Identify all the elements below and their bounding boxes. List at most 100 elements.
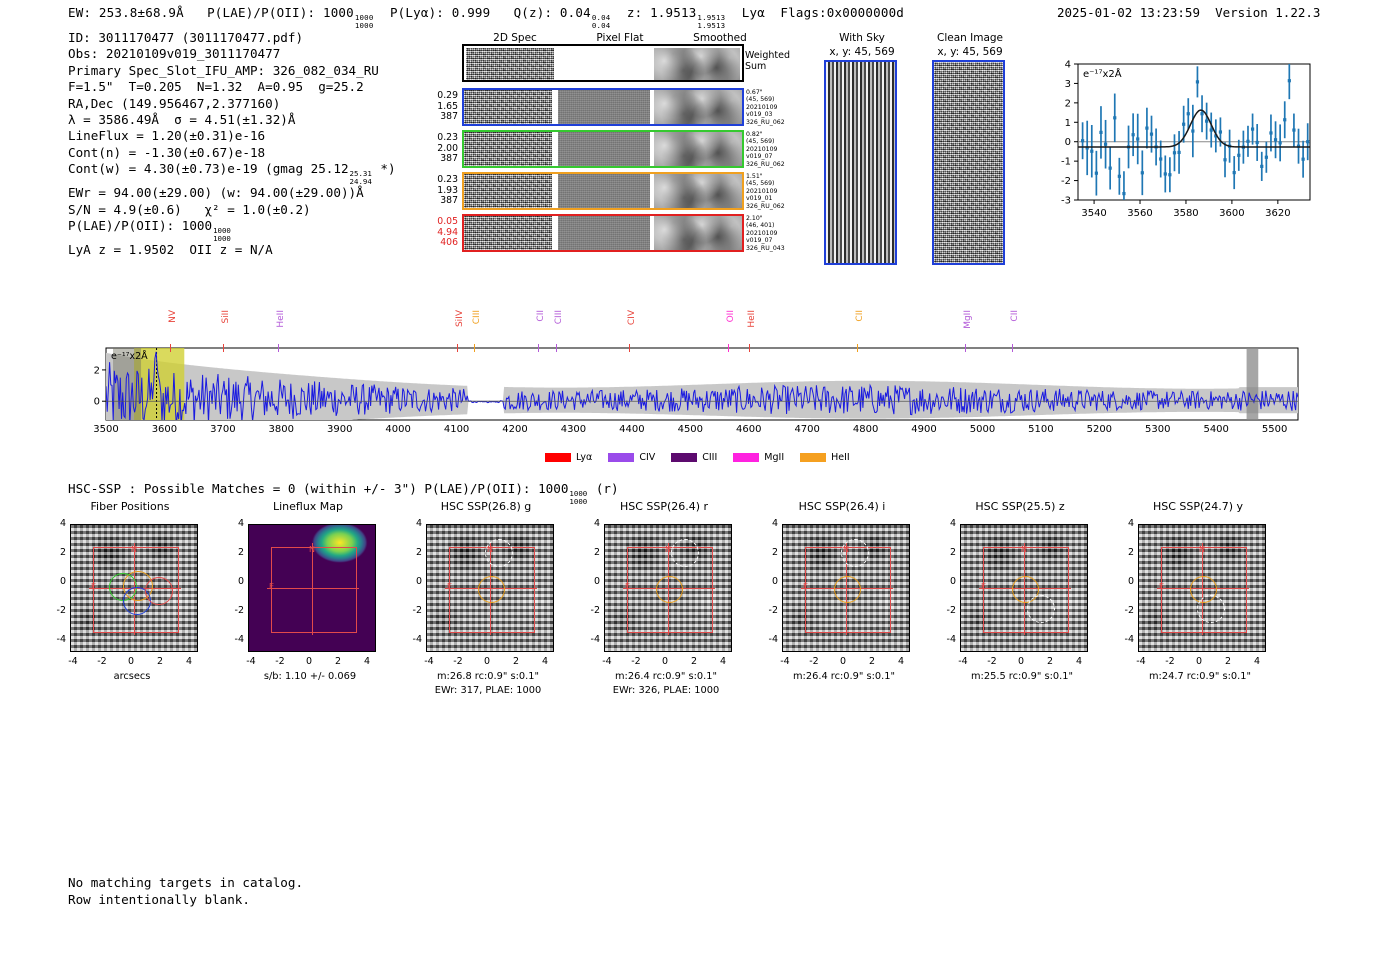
cutout-x-tick: 2 <box>334 656 342 667</box>
legend-label: CIV <box>639 452 656 463</box>
cutout-y-tick: 4 <box>771 518 778 529</box>
exposure-meta-line: (45, 569) <box>746 96 775 104</box>
header-line-id: Lyα <box>741 5 765 20</box>
legend-entry: HeII <box>800 452 850 463</box>
svg-text:2: 2 <box>94 365 100 376</box>
exposure-strip <box>462 214 744 252</box>
cutout-x-tick: 0 <box>483 656 491 667</box>
exposure-pixelflat <box>558 174 650 208</box>
exposure-stat: 1.93 <box>437 184 458 196</box>
spectrum-x-tick: 5000 <box>969 424 996 435</box>
cutout-y-tick: 0 <box>949 576 956 587</box>
exposure-smoothed <box>654 216 742 250</box>
full-spectrum-chart: 0 2 e⁻¹⁷x2Å <box>90 310 1305 435</box>
cutout-x-tick: -2 <box>631 656 641 667</box>
cutout-x-tick: 0 <box>839 656 847 667</box>
cutout-y-tick: 2 <box>415 547 422 558</box>
cutout-panel: HSC SSP(24.7) y N E 4 2 0 -2 -4 -4 -2 0 2 4 m:24.7 rc… <box>1125 500 1320 698</box>
legend-label: MgII <box>764 452 785 463</box>
cutout-x-tick: 2 <box>1224 656 1232 667</box>
exposure-left-stats: 0.23 2.00 387 <box>430 132 458 165</box>
legend-swatch <box>800 453 827 462</box>
svg-text:3620: 3620 <box>1265 208 1290 219</box>
exposure-left-stats: 0.05 4.94 406 <box>430 216 458 249</box>
spectrum-x-tick: 4100 <box>443 424 470 435</box>
cutout-y-tick: 2 <box>237 547 244 558</box>
cutout-y-tick: 2 <box>1127 547 1134 558</box>
cutout-x-tick: 0 <box>127 656 135 667</box>
cutout-caption-1: arcsecs <box>113 671 151 682</box>
exposure-meta-line: v019_07 <box>746 237 773 245</box>
spectrum-legend: Lyα CIV CIII MgII HeII <box>545 452 875 468</box>
cutout-title: Fiber Positions <box>90 500 170 513</box>
exposure-stat: 387 <box>440 195 458 206</box>
svg-text:e⁻¹⁷x2Å: e⁻¹⁷x2Å <box>111 350 148 362</box>
cutout-east-label: E <box>625 582 631 591</box>
cutout-crosshair-h <box>267 588 359 589</box>
source-circle <box>1197 595 1225 623</box>
cutout-y-tick: 4 <box>593 518 600 529</box>
legend-entry: CIV <box>608 452 655 463</box>
cutout-y-tick: -2 <box>590 605 600 616</box>
spectrum-x-tick: 3700 <box>210 424 236 435</box>
info-cont-n: Cont(n) = -1.30(±0.67)e-18 <box>68 144 266 160</box>
info-id: ID: 3011170477 (3011170477.pdf) <box>68 30 304 45</box>
exposure-meta-line: (45, 569) <box>746 180 775 188</box>
cutout-x-tick: -2 <box>987 656 997 667</box>
cutout-y-tick: 4 <box>237 518 244 529</box>
cutout-x-tick: -2 <box>97 656 107 667</box>
exposure-meta-line: (45, 569) <box>746 138 775 146</box>
spectrum-x-tick: 3800 <box>268 424 294 435</box>
cutout-north-label: N <box>1021 545 1027 554</box>
cutout-panel: Lineflux Map N E 4 2 0 -2 -4 -4 -2 0 2 4 s/b: 1.10 +/… <box>235 500 430 698</box>
legend-swatch <box>671 453 698 462</box>
cutout-y-tick: 0 <box>593 576 600 587</box>
exposure-meta-line: 326_RU_062 <box>746 118 785 126</box>
cutout-east-label: E <box>447 582 453 591</box>
exposure-meta: 0.82" (45, 569) 20210109 v019_07 326_RU_062 <box>746 131 785 168</box>
2d-spectrum-panel: 2D Spec Pixel Flat Smoothed Weighted Sum… <box>430 30 790 255</box>
exposure-meta-line: 20210109 <box>746 187 778 195</box>
cutout-y-tick: 4 <box>415 518 422 529</box>
cutout-east-label: E <box>269 582 275 591</box>
source-circle <box>1027 595 1055 623</box>
exposure-pixelflat <box>558 90 650 124</box>
col-title-2dspec: 2D Spec <box>493 32 537 44</box>
cutout-title: HSC SSP(26.8) g <box>440 500 532 513</box>
cutout-x-tick: -4 <box>958 656 968 667</box>
exposure-meta-line: 0.82" <box>746 131 763 138</box>
cutout-title: HSC SSP(24.7) y <box>1152 500 1244 513</box>
exposure-left-stats: 0.23 1.93 387 <box>430 174 458 207</box>
svg-text:3580: 3580 <box>1173 208 1198 219</box>
emission-line-fit-svg: e⁻¹⁷x2Å -3 -2 -1 0 1 2 3 4 3540 3560 3580 3600 3620 <box>1061 60 1311 219</box>
spectrum-x-tick: 5200 <box>1086 424 1113 435</box>
cutout-panel: HSC SSP(26.4) r N E 4 2 0 -2 -4 -4 -2 0 2 4 m:26.4 rc… <box>591 500 786 698</box>
cutout-x-tick: -4 <box>246 656 256 667</box>
hsc-summary-text: HSC-SSP : Possible Matches = 0 (within +… <box>68 481 569 496</box>
svg-text:3560: 3560 <box>1127 208 1152 219</box>
exposure-meta: 0.67" (45, 569) 20210109 v019_03 326_RU_062 <box>746 89 785 126</box>
cutout-caption-1: m:26.4 rc:0.9" s:0.1" <box>793 671 895 682</box>
cutout-x-tick: -4 <box>1136 656 1146 667</box>
footer-line-1: No matching targets in catalog. <box>68 875 304 890</box>
hsc-summary-tail: (r) <box>595 481 619 496</box>
cutout-east-label: E <box>1159 582 1165 591</box>
weighted-sum-smoothed <box>654 48 740 80</box>
cutout-region-box <box>983 547 1069 633</box>
info-primary-spec: Primary Spec_Slot_IFU_AMP: 326_082_034_R… <box>68 62 379 78</box>
cutout-y-tick: -2 <box>946 605 956 616</box>
info-plae-range: 1000 1000 <box>213 226 231 243</box>
cutout-caption-1: m:24.7 rc:0.9" s:0.1" <box>1149 671 1251 682</box>
cutout-panel: HSC SSP(26.4) i N E 4 2 0 -2 -4 -4 -2 0 2 4 m:26.4 rc… <box>769 500 964 698</box>
legend-entry: CIII <box>671 452 717 463</box>
spectrum-x-axis: 3500 3600 3700 3800 3900 4000 4100 4200 4300 4400… <box>90 424 1305 444</box>
svg-text:4: 4 <box>1065 60 1071 71</box>
svg-text:2: 2 <box>1065 98 1071 109</box>
